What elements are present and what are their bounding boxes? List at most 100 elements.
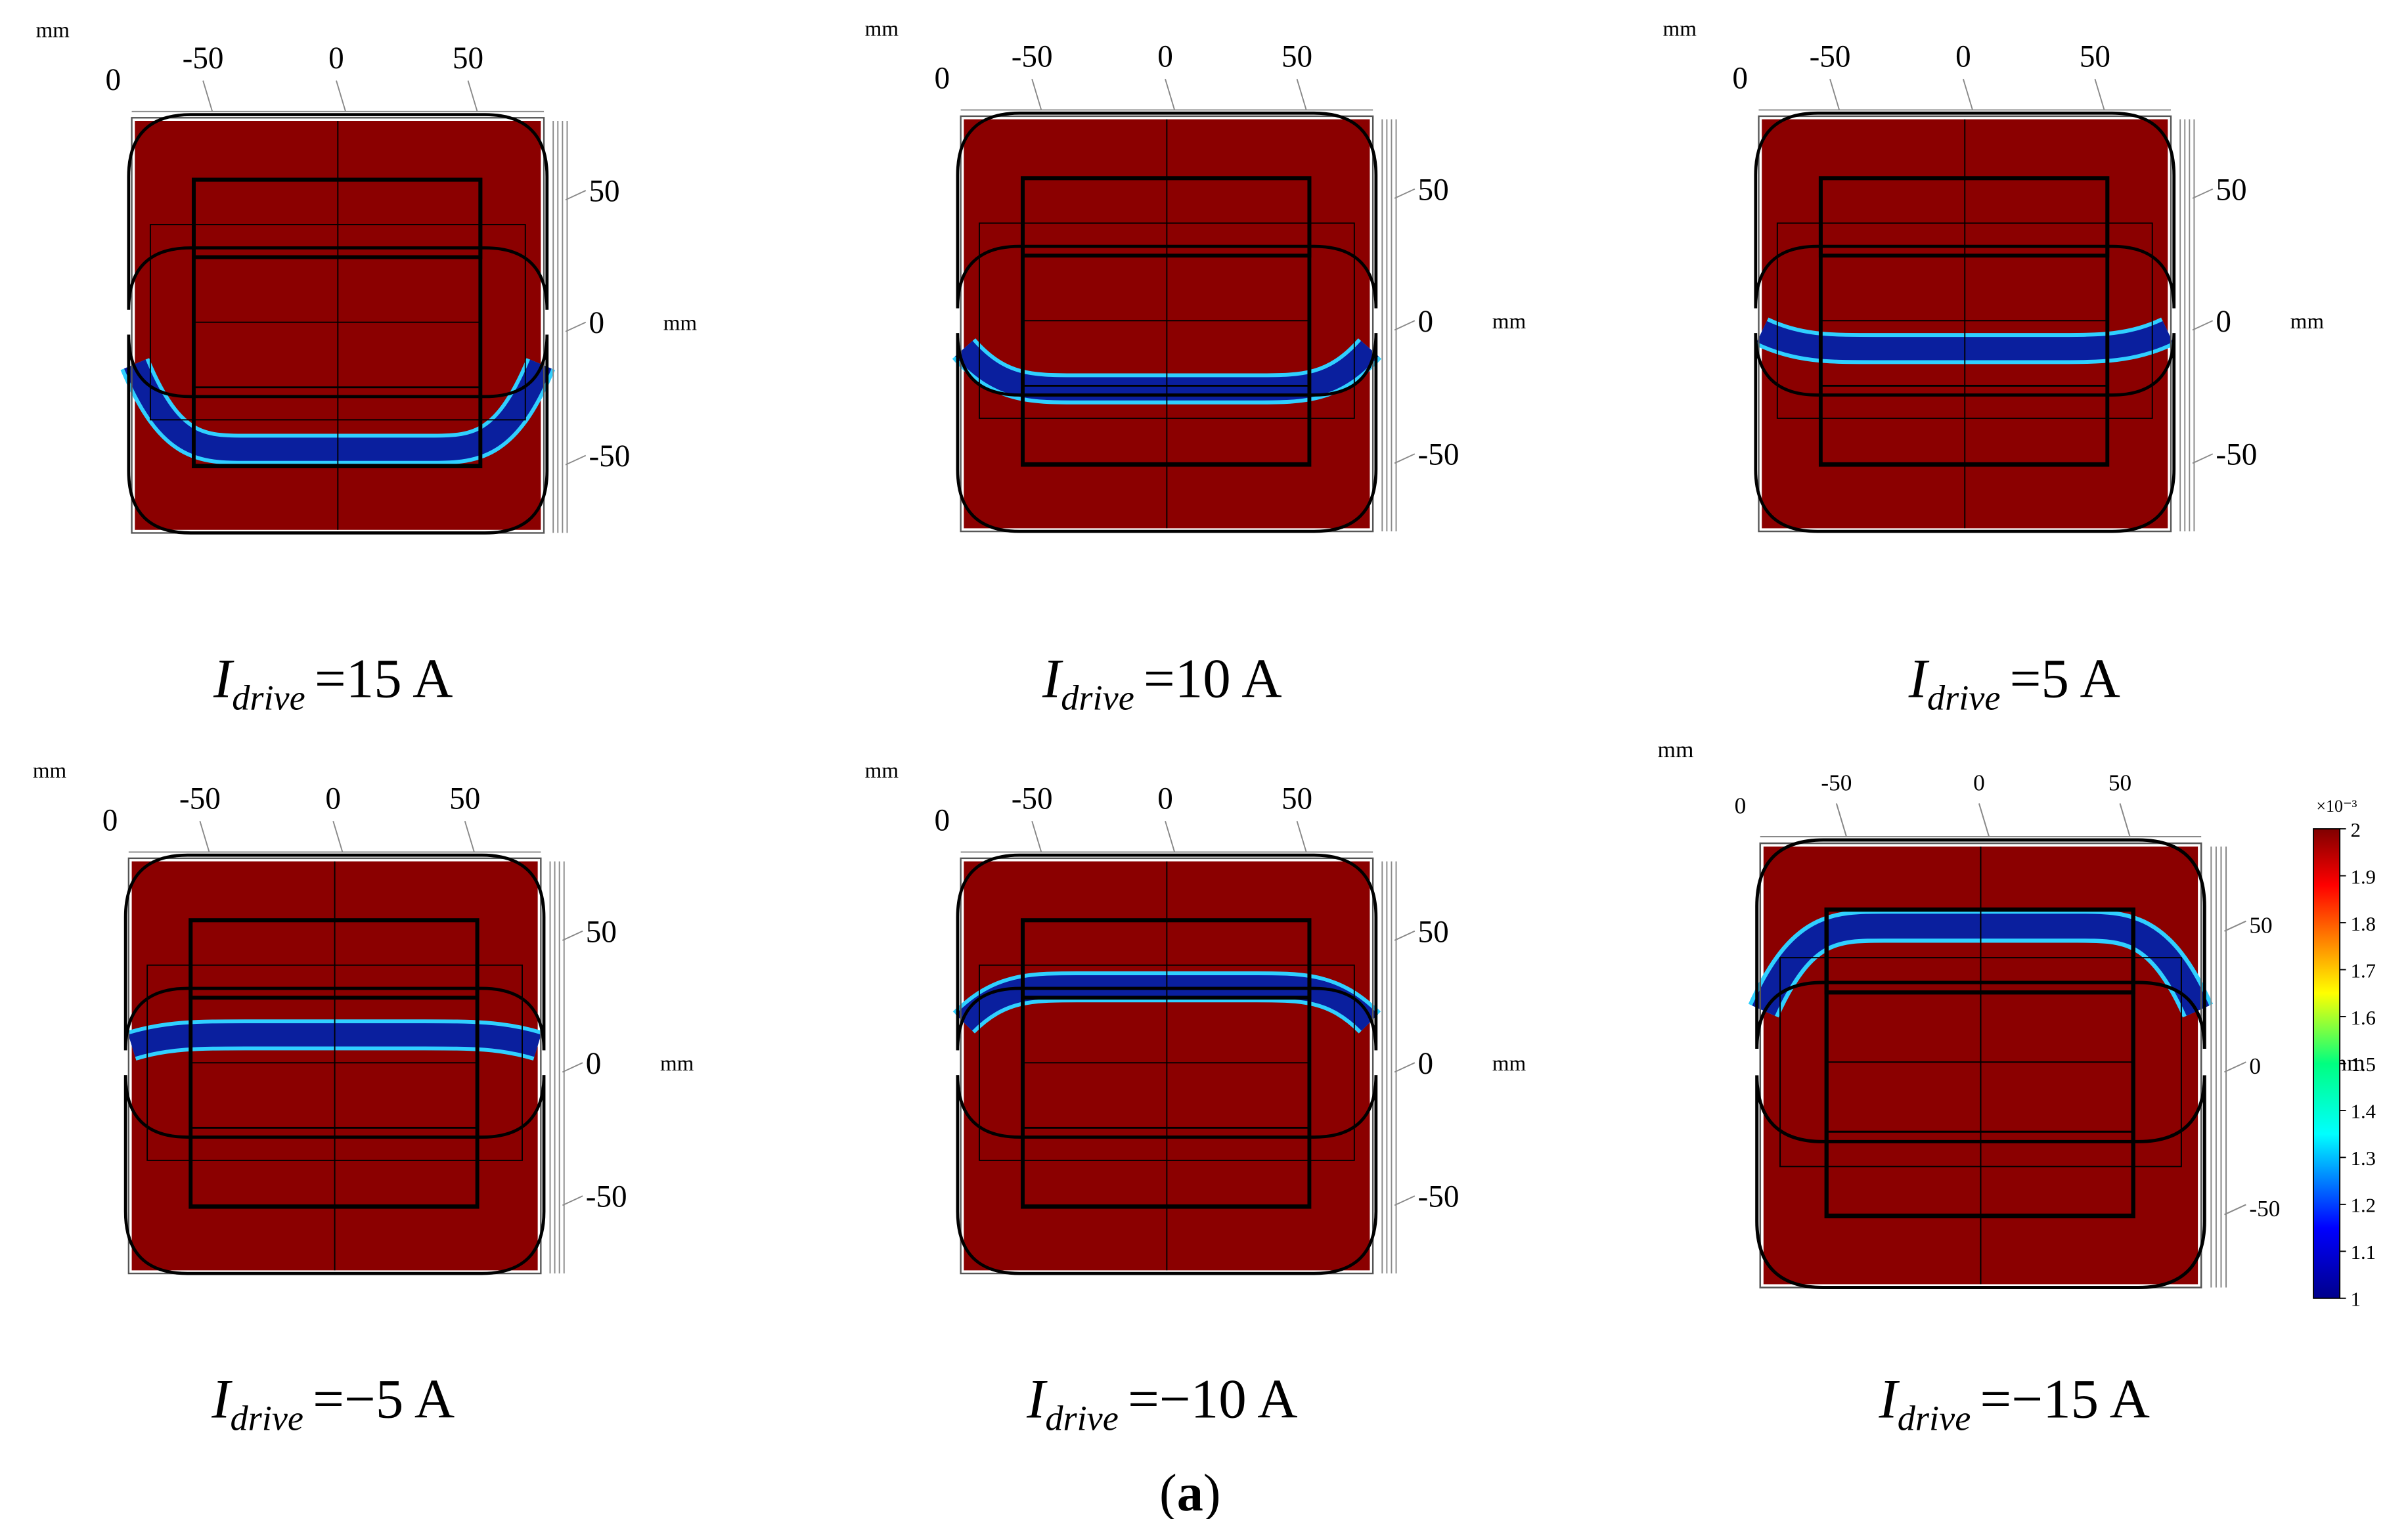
colorbar-tick-label: 1.8 [2351,913,2376,935]
x-tick [2119,803,2131,837]
y-tick [2192,453,2214,464]
colorbar-tick-label: 1.3 [2351,1147,2376,1170]
coil-bottom [1825,1130,2135,1216]
outline-top [956,853,1378,1051]
x-tick-label: 0 [1157,39,1173,74]
x-tick-label: -50 [179,782,221,816]
y-tick-label: -50 [1418,438,1460,472]
x-tick [1031,79,1042,110]
caption: Idrive =−10 A [1026,1368,1297,1438]
caption-value: =10 A [1144,648,1282,710]
unit-label: mm [1492,1052,1527,1076]
colorbar-tick-label: 1.7 [2351,959,2376,982]
y-tick [565,321,587,332]
coil-bottom [1819,384,2108,464]
x-tick [464,820,475,852]
y-tick [2192,320,2214,331]
x-tick [199,820,210,852]
coil-top [1021,176,1312,258]
caption: Idrive =15 A [213,648,453,718]
unit-label: mm [663,311,698,335]
caption-value: =−15 A [1980,1368,2150,1430]
caption-subscript: drive [232,678,305,717]
y-tick-label: 0 [586,1047,602,1081]
x-tick-label: -50 [1012,782,1053,816]
x-tick-label: 50 [1282,39,1312,74]
outline-bottom [956,333,1378,533]
corner-label: 0 [935,61,950,95]
y-tick-label: -50 [1418,1180,1460,1214]
coil-top [191,177,483,259]
x-tick-label: 0 [1973,770,1985,795]
colorbar-tick-label: 2 [2351,819,2361,841]
y-tick-label: -50 [589,439,630,473]
coil-top [1824,907,2135,995]
y-tick [1394,320,1416,331]
caption-subscript: drive [231,1398,303,1438]
y-tick [2224,1061,2246,1073]
figure-label: (a) [1159,1464,1221,1519]
y-tick [562,930,583,941]
y-tick-label: 0 [2216,305,2231,339]
corner-label: 0 [102,803,118,837]
corner-label: 0 [105,63,121,97]
colorbar-tick-label: 1 [2351,1288,2361,1311]
corner-label: 0 [1735,793,1747,819]
caption: Idrive =−15 A [1879,1368,2150,1438]
y-tick-label: -50 [586,1180,627,1214]
y-tick [2224,920,2246,932]
y-tick [562,1195,583,1206]
x-tick-label: -50 [1821,770,1852,795]
coil-bottom [189,1126,479,1206]
y-tick-label: 50 [2249,912,2272,938]
outline-top [127,113,549,310]
unit-label: mm [865,759,899,783]
unit-label: mm [865,17,899,41]
x-tick-label: 50 [1282,782,1312,816]
y-tick-label: 0 [589,306,604,340]
colorbar-tick-label: 1.1 [2351,1241,2376,1264]
x-tick [1978,803,1990,837]
caption-symbol: I [213,648,234,710]
x-tick-label: 0 [1157,782,1173,816]
unit-label: mm [660,1052,694,1076]
y-tick-label: 50 [1418,173,1449,207]
caption-subscript: drive [1927,678,2000,717]
x-tick-label: -50 [183,41,224,76]
caption: Idrive =10 A [1042,648,1282,718]
x-tick [336,80,347,112]
y-tick [562,1062,583,1073]
x-tick-label: 50 [2108,770,2131,795]
coil-top [1021,918,1312,1000]
x-tick-label: 0 [328,41,344,76]
colorbar-tick-label: 1.6 [2351,1007,2376,1029]
caption-symbol: I [1908,648,1930,710]
outline-top [1755,838,2206,1049]
y-tick [1394,1195,1416,1206]
unit-label: mm [2290,310,2325,334]
x-tick [1835,803,1847,837]
colorbar-tick-label: 1.4 [2351,1101,2376,1123]
y-tick-label: 50 [589,175,619,209]
y-tick [2224,1204,2246,1216]
x-tick-label: 0 [325,782,341,816]
y-tick [565,454,587,466]
unit-label: mm [1492,310,1527,334]
x-tick-label: 50 [453,41,483,76]
unit-label: mm [1663,17,1697,41]
outline-bottom [123,1075,546,1275]
y-tick [1394,453,1416,464]
x-tick [1963,79,1973,110]
caption-value: =−5 A [313,1368,455,1430]
x-tick [1296,820,1307,852]
outline-bottom [1754,333,2176,533]
caption-value: =−10 A [1128,1368,1298,1430]
x-tick-label: 0 [1955,39,1971,74]
outline-bottom [1755,1075,2206,1290]
caption: Idrive =5 A [1908,648,2120,718]
